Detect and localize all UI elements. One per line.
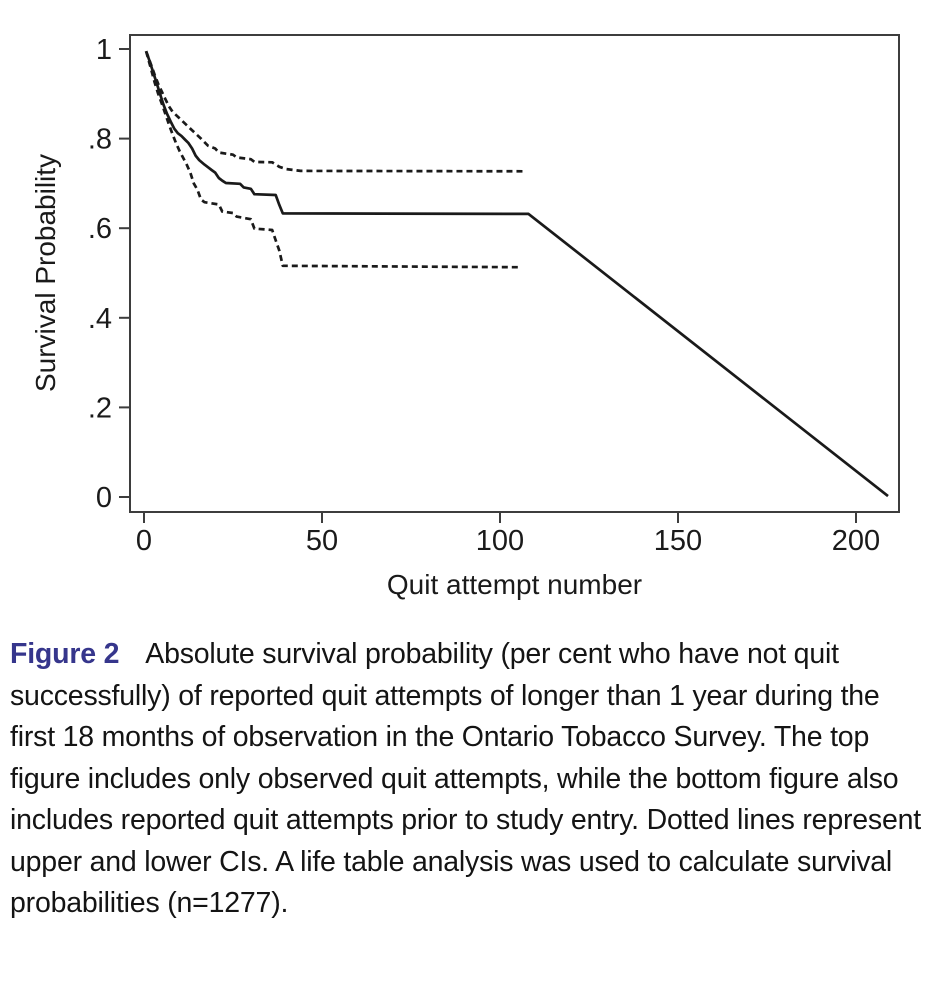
- plot-border: [129, 34, 900, 513]
- y-axis-tick-label: 1: [96, 34, 112, 66]
- upper-ci-line: [144, 50, 525, 173]
- y-axis-tick-label: .4: [88, 303, 112, 335]
- lower-ci-line: [144, 50, 518, 269]
- x-axis-tick-label: 150: [654, 525, 702, 557]
- survival-chart: 1 .8 .6 .4 .2 0 0 50 100 150 200 Survival Probabili…: [30, 34, 900, 600]
- caption-text: Absolute survival probability (per cent …: [10, 638, 921, 919]
- y-axis-tick-label: .6: [88, 213, 112, 245]
- y-axis-label: Survival Probability: [30, 154, 61, 392]
- survival-chart-svg: 1 .8 .6 .4 .2 00 50 100 150 200 Survival Probabili…: [30, 34, 900, 600]
- y-axis-tick-label: .8: [88, 124, 112, 156]
- figure-caption: Figure 2 Absolute survival probability (p…: [10, 634, 932, 925]
- x-axis-tick-label: 100: [476, 525, 524, 557]
- x-axis-label: Quit attempt number: [387, 569, 642, 600]
- figure-label: Figure 2: [10, 638, 120, 670]
- x-axis-tick-label: 50: [306, 525, 338, 557]
- x-axis-tick-label: 200: [832, 525, 880, 557]
- y-axis-tick-label: 0: [96, 482, 112, 514]
- survival-estimate-line: [144, 50, 889, 498]
- x-axis-tick-label: 0: [136, 525, 152, 557]
- y-axis-tick-label: .2: [88, 392, 112, 424]
